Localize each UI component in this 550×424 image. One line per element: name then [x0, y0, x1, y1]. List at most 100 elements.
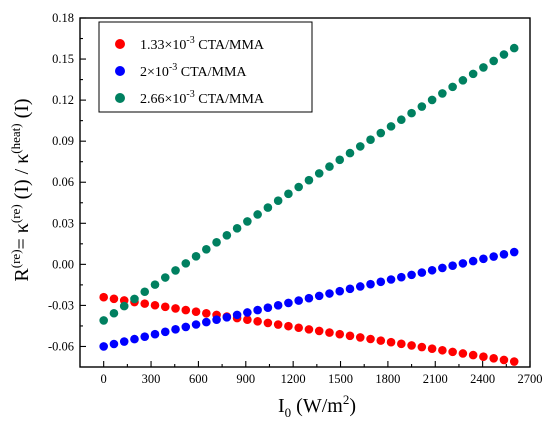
- data-point-series-2: [273, 301, 283, 310]
- x-tick-label-900: 900: [236, 372, 255, 386]
- legend: 1.33×10-3 CTA/MMA 2×10-3 CTA/MMA 2.66×10…: [98, 21, 313, 113]
- data-point-series-3: [397, 115, 406, 125]
- data-point-series-1: [509, 357, 519, 366]
- x-tick-label-1200: 1200: [281, 372, 306, 386]
- data-point-series-1: [314, 326, 324, 336]
- data-point-series-3: [119, 301, 129, 311]
- data-point-series-1: [468, 350, 478, 360]
- x-tick-label-600: 600: [189, 372, 208, 386]
- data-point-series-3: [202, 244, 211, 254]
- data-point-series-1: [109, 294, 119, 304]
- data-point-series-2: [130, 334, 139, 344]
- data-point-series-3: [140, 287, 150, 297]
- data-point-series-3: [448, 82, 457, 92]
- legend-entry-series-1: 1.33×10-3 CTA/MMA: [115, 35, 265, 53]
- x-tick-label-2700: 2700: [518, 372, 543, 386]
- data-point-series-1: [499, 355, 509, 365]
- data-point-series-1: [345, 331, 355, 341]
- y-tick-label-0.15: 0.15: [52, 52, 74, 66]
- data-point-series-2: [119, 337, 129, 346]
- y-tick-label--0.06: -0.06: [48, 339, 74, 353]
- data-point-series-1: [355, 333, 365, 342]
- y-tick-label-0.06: 0.06: [52, 175, 74, 189]
- y-tick-label-0.12: 0.12: [52, 93, 74, 107]
- data-point-series-1: [99, 292, 108, 302]
- data-point-series-2: [140, 332, 150, 341]
- data-point-series-1: [284, 321, 293, 331]
- data-point-series-3: [355, 142, 365, 151]
- data-point-series-2: [345, 284, 355, 294]
- data-point-series-3: [468, 69, 478, 79]
- data-point-series-1: [417, 342, 427, 352]
- data-point-series-3: [232, 224, 242, 233]
- data-point-series-3: [181, 259, 191, 268]
- data-point-series-2: [468, 256, 478, 266]
- data-point-series-3: [253, 210, 262, 219]
- data-point-series-1: [397, 339, 406, 349]
- ticks-layer: 0 300 600 900 1200 1500 1800 2100 2400 2700 -0.06 -…: [48, 11, 543, 386]
- data-point-series-3: [386, 122, 396, 131]
- data-point-series-2: [458, 259, 468, 268]
- data-point-series-2: [263, 303, 273, 313]
- data-point-series-2: [232, 310, 242, 320]
- data-point-series-2: [438, 263, 447, 273]
- data-point-series-2: [407, 270, 416, 280]
- data-point-series-3: [99, 316, 108, 325]
- data-point-series-2: [509, 247, 519, 257]
- data-point-series-2: [417, 268, 427, 277]
- data-point-series-3: [243, 217, 252, 226]
- data-point-series-1: [438, 345, 447, 355]
- data-point-series-2: [397, 272, 406, 282]
- data-point-series-2: [335, 286, 345, 296]
- y-tick-label-0.09: 0.09: [52, 134, 74, 148]
- data-point-series-1: [140, 299, 150, 308]
- data-point-series-1: [448, 347, 457, 357]
- data-point-series-1: [160, 302, 170, 312]
- data-point-series-2: [181, 322, 191, 332]
- data-point-series-3: [171, 266, 180, 275]
- data-point-series-3: [376, 128, 386, 138]
- data-point-series-3: [345, 148, 355, 158]
- data-points-layer: [99, 43, 519, 366]
- data-point-series-3: [191, 252, 201, 261]
- data-point-series-3: [427, 95, 437, 105]
- data-point-series-3: [325, 162, 334, 171]
- data-point-series-2: [448, 261, 457, 270]
- data-point-series-2: [386, 275, 396, 284]
- legend-box: [98, 21, 313, 113]
- data-point-series-1: [366, 334, 375, 344]
- legend-label-series-1: 1.33×10-3 CTA/MMA: [140, 35, 265, 53]
- y-tick-label-0.18: 0.18: [52, 11, 74, 25]
- data-point-series-2: [253, 305, 262, 315]
- data-point-series-1: [263, 318, 273, 328]
- data-point-series-2: [355, 282, 365, 291]
- x-tick-label-1800: 1800: [375, 372, 400, 386]
- data-point-series-2: [191, 320, 201, 329]
- data-point-series-3: [263, 203, 273, 212]
- data-point-series-2: [222, 312, 232, 322]
- data-point-series-2: [150, 329, 160, 339]
- legend-marker-series-3: [115, 93, 125, 103]
- data-point-series-1: [489, 354, 498, 363]
- data-point-series-3: [335, 155, 345, 165]
- data-point-series-2: [304, 293, 314, 303]
- data-point-series-3: [417, 102, 427, 111]
- data-point-series-3: [499, 50, 509, 59]
- data-point-series-1: [273, 320, 283, 329]
- data-point-series-1: [479, 352, 488, 362]
- data-point-series-3: [160, 273, 170, 282]
- data-point-series-3: [509, 43, 519, 53]
- x-tick-label-1500: 1500: [328, 372, 353, 386]
- data-point-series-2: [427, 265, 437, 275]
- data-point-series-1: [202, 308, 211, 318]
- x-tick-label-2400: 2400: [470, 372, 495, 386]
- data-point-series-3: [222, 231, 232, 240]
- data-point-series-1: [150, 300, 160, 310]
- data-point-series-2: [499, 249, 509, 259]
- data-point-series-3: [284, 189, 293, 199]
- data-point-series-1: [253, 317, 262, 326]
- legend-label-series-3: 2.66×10-3 CTA/MMA: [140, 89, 265, 107]
- data-point-series-3: [366, 135, 375, 144]
- data-point-series-1: [294, 323, 303, 333]
- y-tick-label-0.03: 0.03: [52, 216, 74, 230]
